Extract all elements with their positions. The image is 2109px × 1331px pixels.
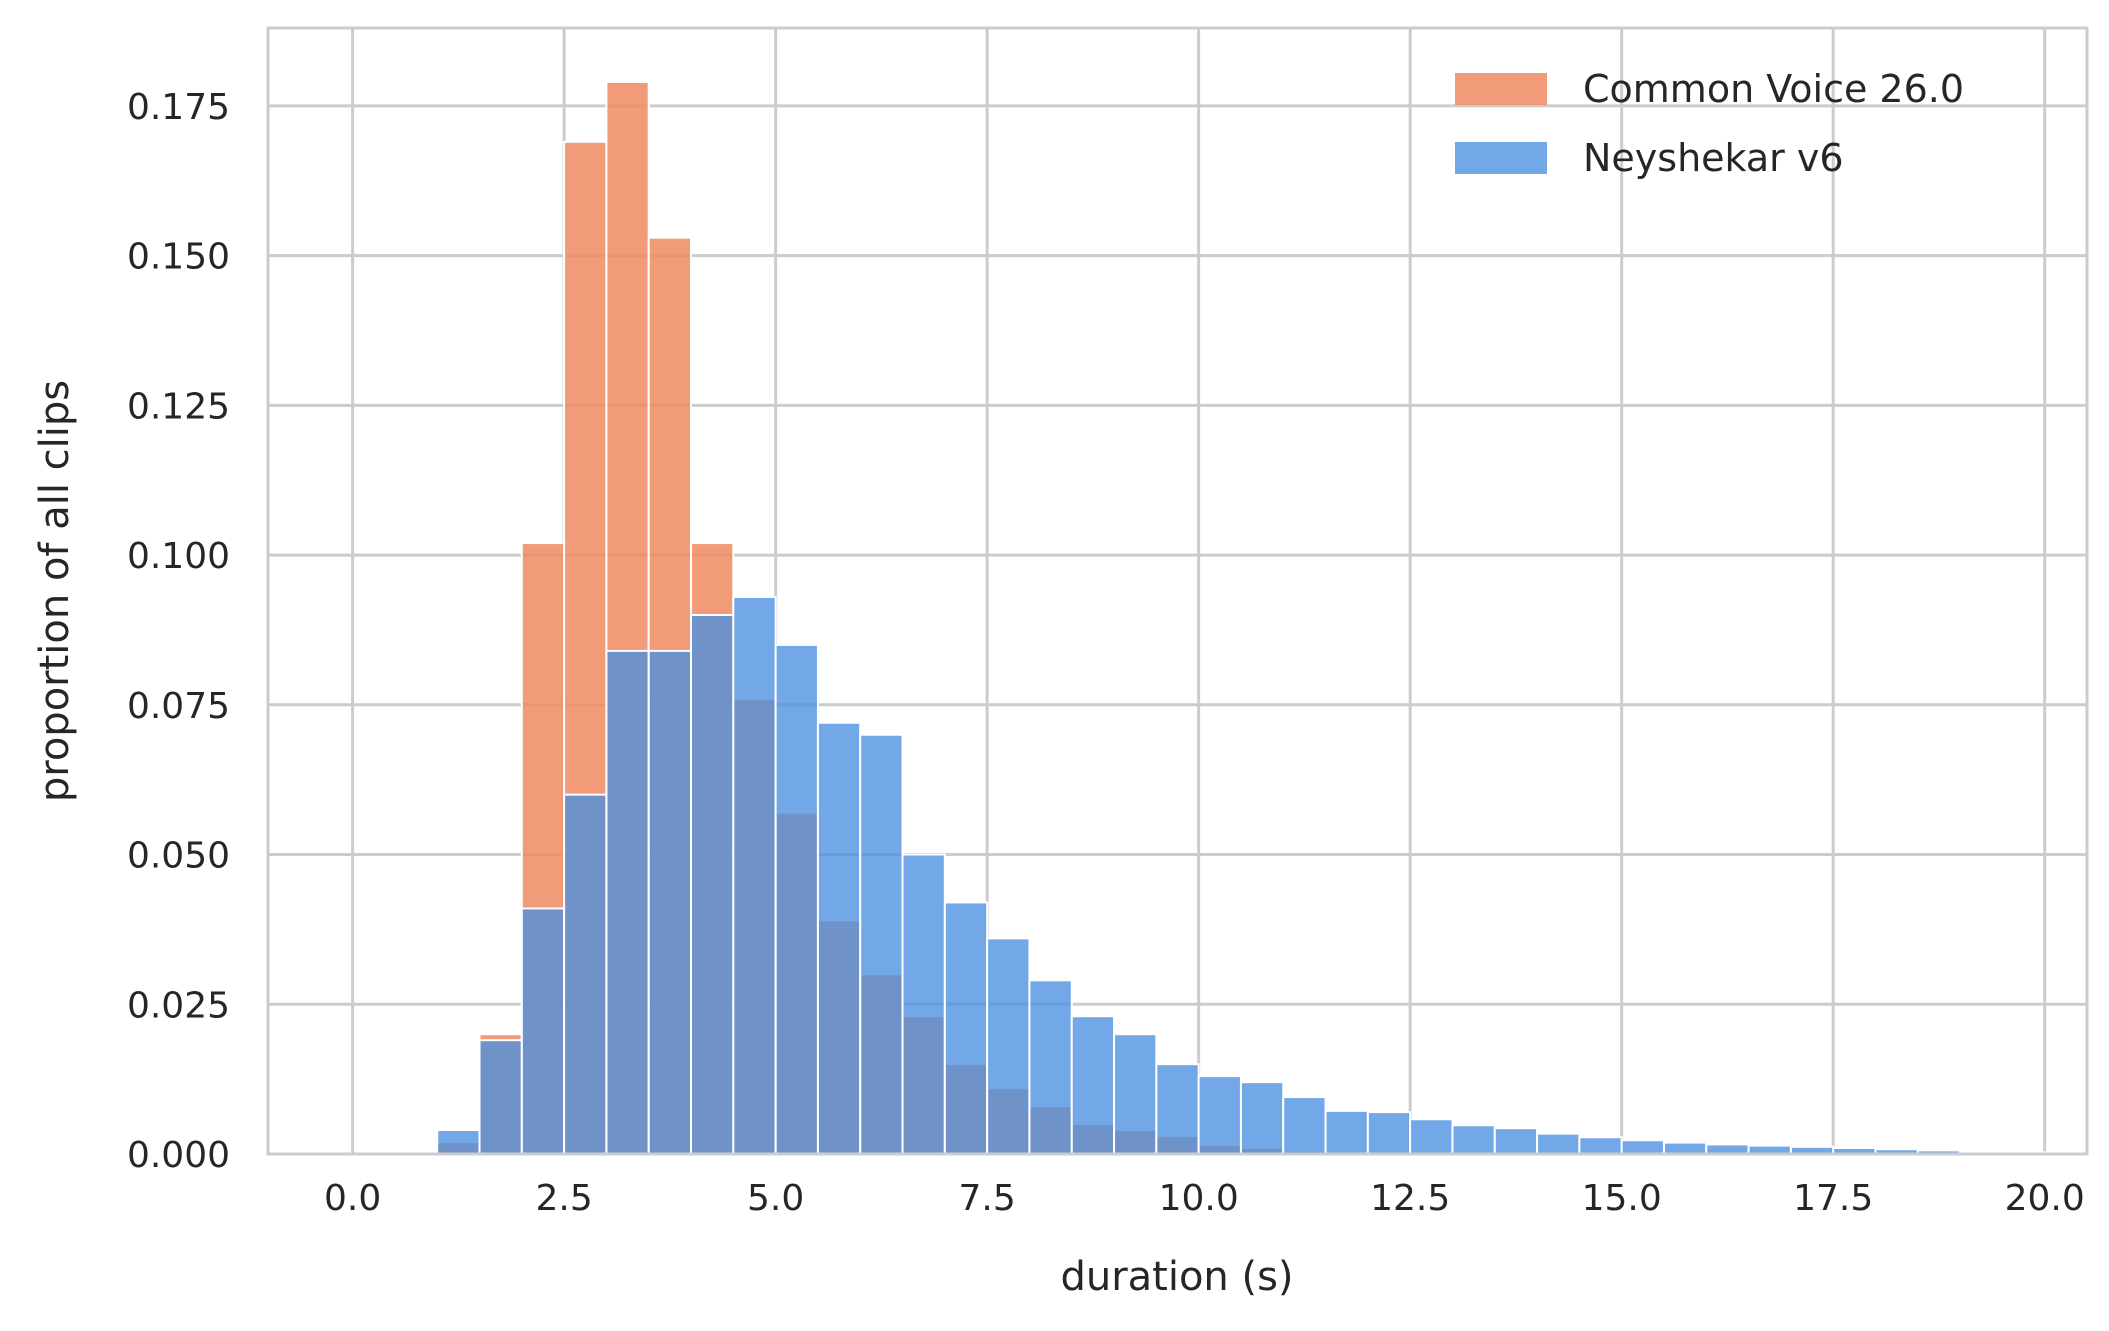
series-neyshekar-bars [436,595,2046,1156]
x-tick-label-6: 15.0 [1582,1178,1662,1219]
y-tick-label-7: 0.175 [127,87,230,128]
bar-neyshekar-9 [816,721,862,1155]
bar-neyshekar-11 [901,853,946,1155]
bar-neyshekar-1 [478,1039,523,1156]
bar-neyshekar-0 [436,1129,481,1156]
legend-swatch-neyshekar [1455,142,1547,174]
bar-neyshekar-6 [690,613,735,1155]
x-tick-label-0: 0.0 [324,1178,381,1219]
legend-swatch-common-voice [1455,73,1547,105]
y-tick-label-2: 0.050 [127,836,230,877]
bar-neyshekar-27 [1578,1136,1623,1155]
bar-neyshekar-7 [732,595,777,1155]
y-tick-label-1: 0.025 [127,985,230,1026]
legend-label-common-voice: Common Voice 26.0 [1583,67,1964,111]
x-tick-label-3: 7.5 [959,1178,1016,1219]
y-axis-label: proportion of all clips [32,380,78,802]
bar-neyshekar-8 [774,643,819,1155]
bar-neyshekar-13 [986,937,1031,1156]
bar-neyshekar-18 [1197,1075,1242,1156]
bar-neyshekar-3 [563,793,608,1155]
legend: Common Voice 26.0 Neyshekar v6 [1455,67,1964,180]
y-tick-label-0: 0.000 [127,1135,230,1176]
bar-neyshekar-25 [1493,1127,1539,1155]
bar-neyshekar-24 [1451,1124,1496,1156]
bar-neyshekar-2 [520,907,566,1155]
plot-frame [266,26,2089,1156]
y-tick-labels: 0.000 0.025 0.050 0.075 0.100 0.125 0.150 0.175 [127,87,230,1176]
x-axis-label: duration (s) [1060,1254,1293,1300]
bar-neyshekar-20 [1282,1096,1327,1156]
x-tick-label-5: 12.5 [1370,1178,1450,1219]
y-tick-label-5: 0.125 [127,386,230,427]
legend-label-neyshekar: Neyshekar v6 [1583,136,1844,180]
bar-neyshekar-22 [1366,1111,1412,1155]
x-tick-label-2: 5.0 [747,1178,804,1219]
bar-neyshekar-21 [1324,1109,1369,1155]
x-tick-labels: 0.0 2.5 5.0 7.5 10.0 12.5 15.0 17.5 20.0 [324,1178,2085,1219]
x-tick-label-4: 10.0 [1159,1178,1239,1219]
bar-neyshekar-15 [1070,1015,1116,1156]
y-tick-label-4: 0.100 [127,536,230,577]
x-tick-label-8: 20.0 [2005,1178,2085,1219]
x-tick-label-1: 2.5 [535,1178,592,1219]
bar-neyshekar-16 [1113,1033,1158,1155]
x-tick-label-7: 17.5 [1793,1178,1873,1219]
bar-neyshekar-29 [1662,1141,1708,1156]
y-tick-label-3: 0.075 [127,686,230,727]
bar-neyshekar-26 [1536,1132,1581,1156]
bar-neyshekar-28 [1620,1139,1665,1156]
bar-neyshekar-5 [647,649,693,1155]
bar-neyshekar-10 [859,733,904,1155]
y-tick-label-6: 0.150 [127,237,230,278]
bar-neyshekar-14 [1028,979,1073,1156]
bar-neyshekar-12 [943,901,989,1156]
bar-neyshekar-17 [1155,1063,1200,1155]
bar-neyshekar-23 [1409,1118,1454,1156]
bar-neyshekar-19 [1239,1081,1285,1156]
bar-neyshekar-4 [605,649,650,1155]
